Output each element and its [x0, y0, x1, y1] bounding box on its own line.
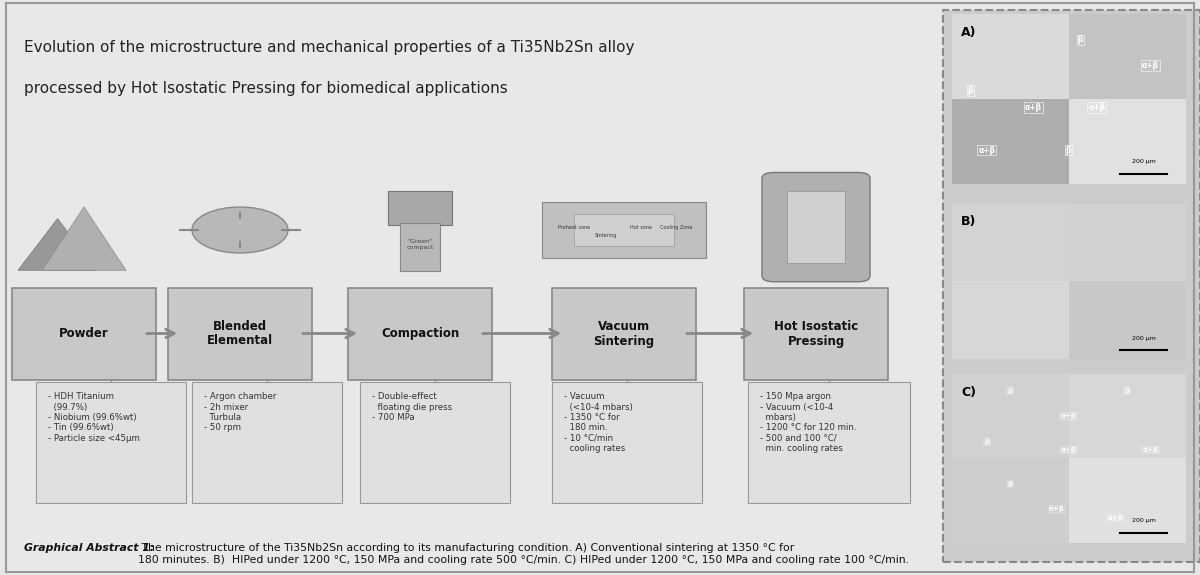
FancyBboxPatch shape [348, 288, 492, 380]
Text: α+β: α+β [1142, 61, 1159, 70]
Text: β: β [984, 439, 989, 444]
Text: β: β [1008, 388, 1013, 394]
Text: β: β [1066, 145, 1072, 155]
Text: Blended
Elemental: Blended Elemental [206, 320, 274, 347]
FancyBboxPatch shape [762, 172, 870, 282]
FancyBboxPatch shape [943, 10, 1200, 562]
FancyBboxPatch shape [192, 382, 342, 503]
Polygon shape [18, 218, 96, 270]
Text: 200 μm: 200 μm [1132, 518, 1156, 523]
Text: - 150 Mpa argon
- Vacuum (<10-4
  mbars)
- 1200 °C for 120 min.
- 500 and 100 °C: - 150 Mpa argon - Vacuum (<10-4 mbars) -… [760, 392, 856, 453]
Text: β: β [1124, 388, 1129, 394]
Text: A): A) [961, 26, 977, 39]
FancyBboxPatch shape [400, 223, 440, 271]
Text: Cooling Zone: Cooling Zone [660, 225, 692, 229]
Text: α+β: α+β [978, 145, 995, 155]
Text: C): C) [961, 386, 976, 398]
Text: Graphical Abstract 1:: Graphical Abstract 1: [24, 543, 155, 553]
Text: - Double-effect
  floating die press
- 700 MPa: - Double-effect floating die press - 700… [372, 392, 452, 422]
FancyBboxPatch shape [744, 288, 888, 380]
FancyBboxPatch shape [552, 382, 702, 503]
Text: Powder: Powder [59, 327, 109, 340]
Text: α+β: α+β [1061, 413, 1076, 419]
Text: - Argon chamber
- 2h mixer
  Turbula
- 50 rpm: - Argon chamber - 2h mixer Turbula - 50 … [204, 392, 276, 432]
Text: Vacuum
Sintering: Vacuum Sintering [594, 320, 654, 347]
Text: α+β: α+β [1108, 515, 1123, 521]
Text: 200 μm: 200 μm [1132, 159, 1156, 164]
Text: processed by Hot Isostatic Pressing for biomedical applications: processed by Hot Isostatic Pressing for … [24, 81, 508, 95]
Text: B): B) [961, 215, 977, 228]
Text: Evolution of the microstructure and mechanical properties of a Ti35Nb2Sn alloy: Evolution of the microstructure and mech… [24, 40, 635, 55]
Text: Compaction: Compaction [380, 327, 460, 340]
Text: Preheat zone: Preheat zone [558, 225, 590, 229]
FancyBboxPatch shape [36, 382, 186, 503]
Text: α+β: α+β [1025, 103, 1042, 112]
FancyBboxPatch shape [748, 382, 910, 503]
Text: β: β [1078, 35, 1084, 44]
Text: 200 μm: 200 μm [1132, 336, 1156, 341]
FancyBboxPatch shape [787, 191, 845, 263]
FancyBboxPatch shape [168, 288, 312, 380]
Text: α+β: α+β [1088, 103, 1105, 112]
Polygon shape [42, 207, 126, 270]
FancyBboxPatch shape [552, 288, 696, 380]
Text: - Vacuum
  (<10-4 mbars)
- 1350 °C for
  180 min.
- 10 °C/min
  cooling rates: - Vacuum (<10-4 mbars) - 1350 °C for 180… [564, 392, 632, 453]
Text: α+β: α+β [1049, 507, 1064, 512]
Text: "Green"
compact: "Green" compact [407, 239, 433, 250]
Text: α+β: α+β [1061, 447, 1076, 453]
Text: Hot Isostatic
Pressing: Hot Isostatic Pressing [774, 320, 858, 347]
Text: Hot zone: Hot zone [630, 225, 652, 229]
FancyBboxPatch shape [574, 214, 674, 246]
Circle shape [192, 207, 288, 253]
Text: The microstructure of the Ti35Nb2Sn according to its manufacturing condition. A): The microstructure of the Ti35Nb2Sn acco… [138, 543, 910, 565]
FancyBboxPatch shape [388, 191, 452, 225]
Text: β: β [1008, 481, 1013, 487]
FancyBboxPatch shape [360, 382, 510, 503]
Text: - HDH Titanium
  (99.7%)
- Niobium (99.6%wt)
- Tin (99.6%wt)
- Particle size <45: - HDH Titanium (99.7%) - Niobium (99.6%w… [48, 392, 140, 443]
Text: α+β: α+β [1142, 447, 1158, 453]
FancyBboxPatch shape [12, 288, 156, 380]
Text: β: β [967, 86, 973, 95]
Text: Sintering: Sintering [595, 233, 617, 238]
FancyBboxPatch shape [542, 202, 706, 258]
